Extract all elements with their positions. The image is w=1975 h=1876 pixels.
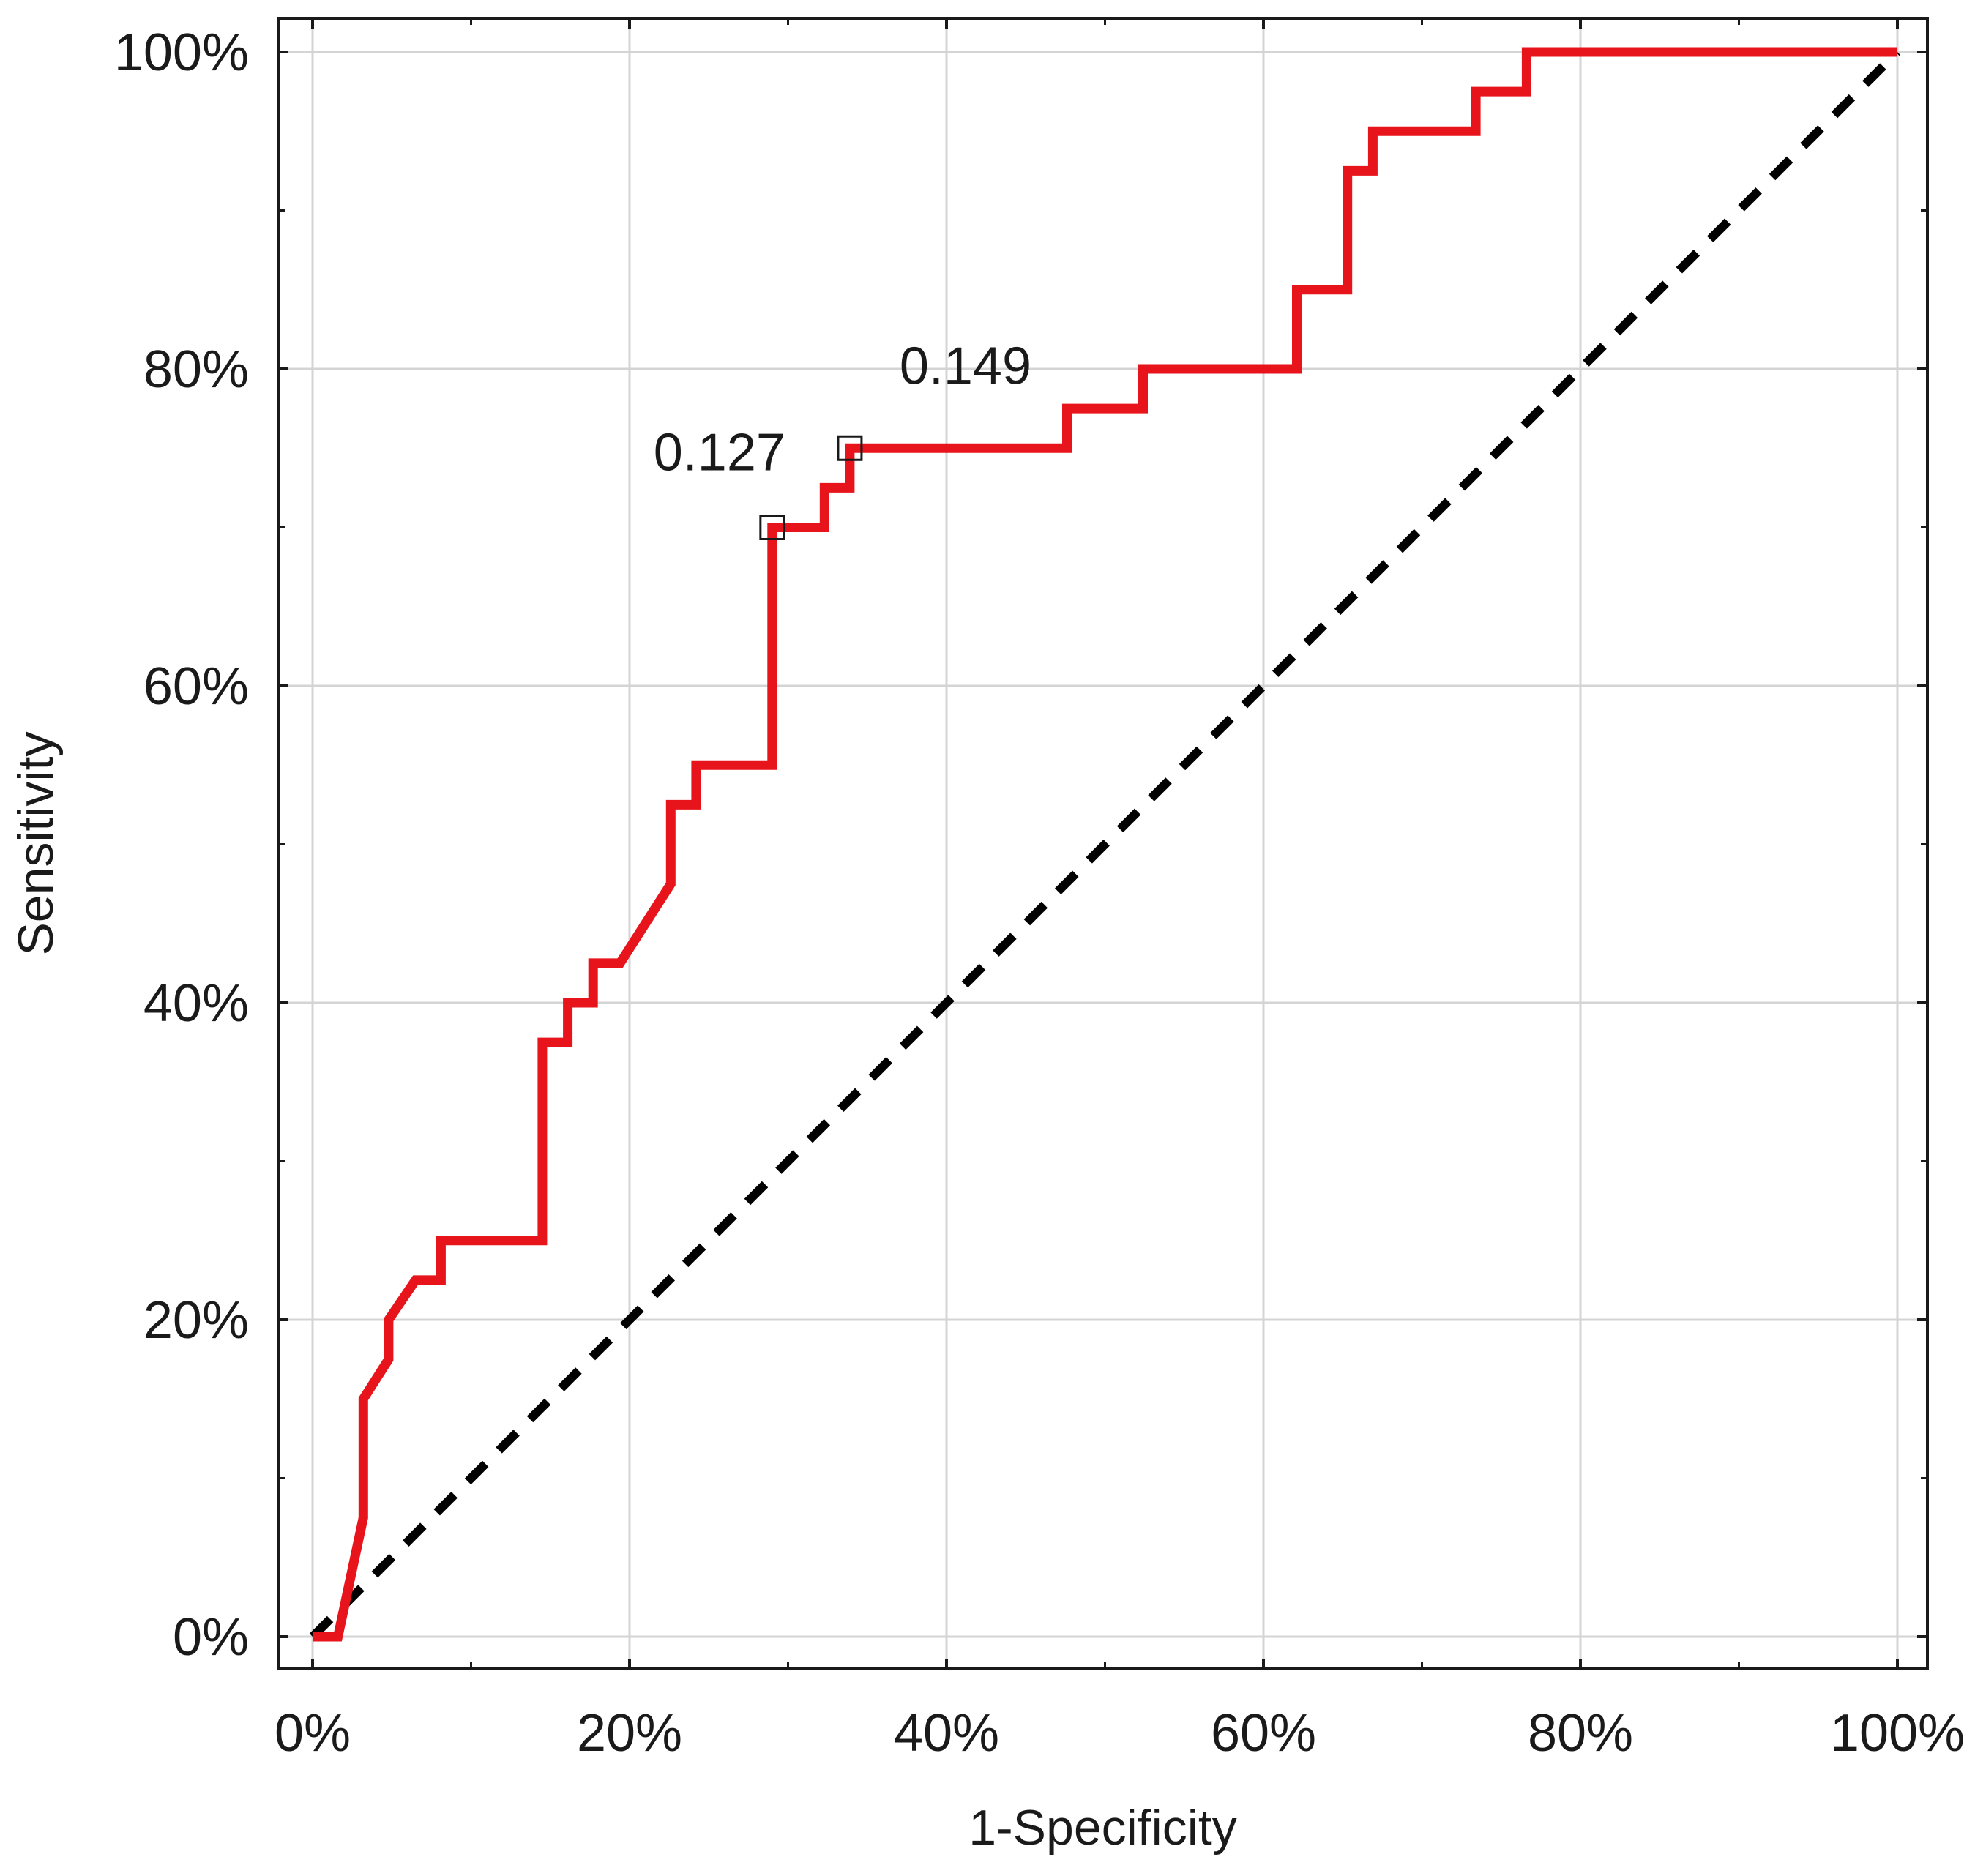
x-tick-label: 80% — [1528, 1704, 1633, 1763]
y-axis-title: Sensitivity — [8, 731, 64, 955]
y-tick-label: 60% — [143, 657, 249, 716]
x-tick-label: 60% — [1211, 1704, 1316, 1763]
series-layer — [309, 47, 1901, 1642]
x-tick-label: 0% — [275, 1704, 351, 1763]
plot-frame — [277, 17, 1929, 1670]
grid-lines — [278, 18, 1927, 1669]
x-tick-label: 20% — [577, 1704, 682, 1763]
threshold-marker — [759, 515, 785, 540]
y-tick-label: 0% — [173, 1608, 249, 1667]
threshold-label: 0.127 — [654, 424, 785, 482]
y-tick-labels: 0% 20% 40% 60% 80% 100% — [114, 23, 249, 1667]
y-tick-label: 100% — [114, 23, 249, 82]
y-tick-label: 20% — [143, 1291, 249, 1350]
y-tick-label: 40% — [143, 974, 249, 1033]
reference-diagonal-line — [309, 48, 1901, 1640]
annotation-markers: 0.127 0.149 — [654, 337, 1031, 540]
threshold-label: 0.149 — [900, 337, 1031, 395]
y-tick-label: 80% — [143, 340, 249, 399]
threshold-marker — [837, 435, 863, 461]
x-tick-labels: 0% 20% 40% 60% 80% 100% — [275, 1704, 1965, 1763]
roc-curve-line — [313, 47, 1897, 1642]
x-axis-title: 1-Specificity — [968, 1800, 1237, 1856]
x-tick-label: 40% — [894, 1704, 999, 1763]
x-tick-label: 100% — [1830, 1704, 1965, 1763]
